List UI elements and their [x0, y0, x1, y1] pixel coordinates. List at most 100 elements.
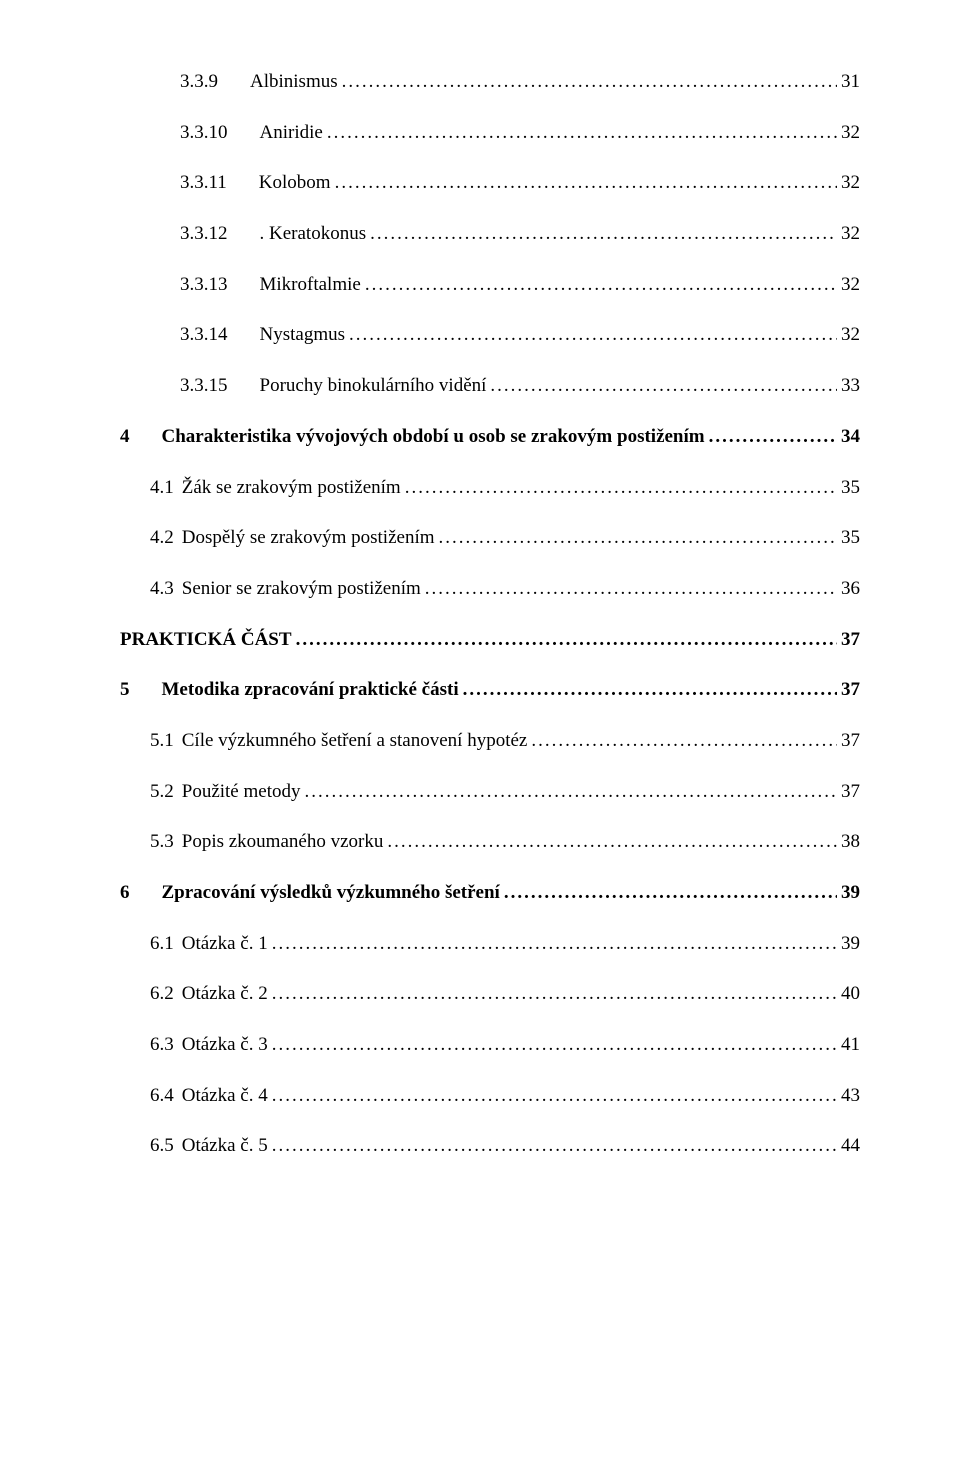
toc-leader — [272, 982, 837, 1007]
document-page: 3.3.9 Albinismus 31 3.3.10 Aniridie 32 3… — [0, 0, 960, 1475]
toc-number: 3.3.11 — [180, 171, 227, 196]
toc-page: 36 — [841, 577, 860, 602]
toc-leader — [370, 222, 837, 247]
toc-title: PRAKTICKÁ ČÁST — [120, 628, 292, 653]
toc-title: Metodika zpracování praktické části — [162, 678, 459, 703]
toc-entry: 6.4 Otázka č. 4 43 — [120, 1084, 860, 1109]
toc-page: 40 — [841, 982, 860, 1007]
toc-leader — [490, 374, 837, 399]
toc-leader — [405, 476, 837, 501]
toc-number: 6.1 — [150, 932, 174, 957]
toc-title: Kolobom — [259, 171, 331, 196]
toc-entry: 3.3.15 Poruchy binokulárního vidění 33 — [120, 374, 860, 399]
toc-leader — [272, 932, 837, 957]
toc-number: 5.1 — [150, 729, 174, 754]
toc-number: 5 — [120, 678, 130, 703]
toc-leader — [327, 121, 837, 146]
toc-title: Otázka č. 1 — [182, 932, 268, 957]
toc-number: 3.3.9 — [180, 70, 218, 95]
toc-entry: 3.3.13 Mikroftalmie 32 — [120, 273, 860, 298]
toc-number: 3.3.15 — [180, 374, 228, 399]
toc-leader — [349, 323, 837, 348]
toc-title: Zpracování výsledků výzkumného šetření — [162, 881, 500, 906]
toc-entry: 5.1 Cíle výzkumného šetření a stanovení … — [120, 729, 860, 754]
toc-leader — [304, 780, 837, 805]
toc-page: 34 — [841, 425, 860, 450]
toc-page: 32 — [841, 171, 860, 196]
toc-title: Charakteristika vývojových období u osob… — [162, 425, 705, 450]
toc-title: Otázka č. 4 — [182, 1084, 268, 1109]
toc-page: 37 — [841, 628, 860, 653]
toc-entry: 6 Zpracování výsledků výzkumného šetření… — [120, 881, 860, 906]
toc-leader — [272, 1134, 837, 1159]
toc-entry: 3.3.14 Nystagmus 32 — [120, 323, 860, 348]
toc-number: 6.5 — [150, 1134, 174, 1159]
toc-page: 32 — [841, 121, 860, 146]
toc-page: 37 — [841, 780, 860, 805]
toc-page: 39 — [841, 881, 860, 906]
toc-leader — [342, 70, 837, 95]
toc-leader — [504, 881, 837, 906]
toc-leader — [531, 729, 837, 754]
toc-number: 3.3.10 — [180, 121, 228, 146]
toc-number: 6 — [120, 881, 130, 906]
toc-page: 44 — [841, 1134, 860, 1159]
toc-page: 39 — [841, 932, 860, 957]
toc-number: 6.2 — [150, 982, 174, 1007]
toc-number: 5.3 — [150, 830, 174, 855]
toc-number: 4.3 — [150, 577, 174, 602]
toc-entry: 3.3.12 . Keratokonus 32 — [120, 222, 860, 247]
toc-leader — [709, 425, 837, 450]
toc-page: 43 — [841, 1084, 860, 1109]
toc-title: Otázka č. 2 — [182, 982, 268, 1007]
toc-entry: 6.1 Otázka č. 1 39 — [120, 932, 860, 957]
toc-title: Senior se zrakovým postižením — [182, 577, 421, 602]
toc-title: Žák se zrakovým postižením — [182, 476, 401, 501]
toc-page: 31 — [841, 70, 860, 95]
toc-number: 3.3.13 — [180, 273, 228, 298]
toc-entry: 6.5 Otázka č. 5 44 — [120, 1134, 860, 1159]
toc-page: 33 — [841, 374, 860, 399]
toc-number: 4.1 — [150, 476, 174, 501]
toc-number: 6.3 — [150, 1033, 174, 1058]
toc-leader — [463, 678, 837, 703]
toc-number: 5.2 — [150, 780, 174, 805]
toc-title: Poruchy binokulárního vidění — [260, 374, 487, 399]
toc-page: 35 — [841, 476, 860, 501]
toc-leader — [272, 1033, 837, 1058]
toc-title: Použité metody — [182, 780, 301, 805]
toc-page: 38 — [841, 830, 860, 855]
toc-page: 32 — [841, 222, 860, 247]
toc-title: Popis zkoumaného vzorku — [182, 830, 384, 855]
toc-page: 37 — [841, 729, 860, 754]
toc-number: 4.2 — [150, 526, 174, 551]
toc-page: 41 — [841, 1033, 860, 1058]
toc-leader — [335, 171, 837, 196]
toc-leader — [425, 577, 837, 602]
toc-entry: 3.3.11 Kolobom 32 — [120, 171, 860, 196]
toc-entry: 4.2 Dospělý se zrakovým postižením 35 — [120, 526, 860, 551]
toc-page: 35 — [841, 526, 860, 551]
toc-title: Otázka č. 3 — [182, 1033, 268, 1058]
toc-title: Aniridie — [260, 121, 323, 146]
toc-title: Mikroftalmie — [260, 273, 361, 298]
toc-entry: 5.2 Použité metody 37 — [120, 780, 860, 805]
toc-leader — [296, 628, 837, 653]
toc-entry: 5.3 Popis zkoumaného vzorku 38 — [120, 830, 860, 855]
toc-number: 4 — [120, 425, 130, 450]
toc-title: Dospělý se zrakovým postižením — [182, 526, 435, 551]
toc-number: 6.4 — [150, 1084, 174, 1109]
toc-page: 32 — [841, 273, 860, 298]
toc-title: . Keratokonus — [260, 222, 367, 247]
toc-entry: 3.3.10 Aniridie 32 — [120, 121, 860, 146]
toc-title: Otázka č. 5 — [182, 1134, 268, 1159]
toc-title: Nystagmus — [260, 323, 346, 348]
toc-page: 37 — [841, 678, 860, 703]
toc-entry: 4 Charakteristika vývojových období u os… — [120, 425, 860, 450]
toc-leader — [387, 830, 837, 855]
toc-title: Albinismus — [250, 70, 338, 95]
toc-number: 3.3.12 — [180, 222, 228, 247]
toc-leader — [439, 526, 837, 551]
toc-entry: 3.3.9 Albinismus 31 — [120, 70, 860, 95]
toc-entry: 4.1 Žák se zrakovým postižením 35 — [120, 476, 860, 501]
